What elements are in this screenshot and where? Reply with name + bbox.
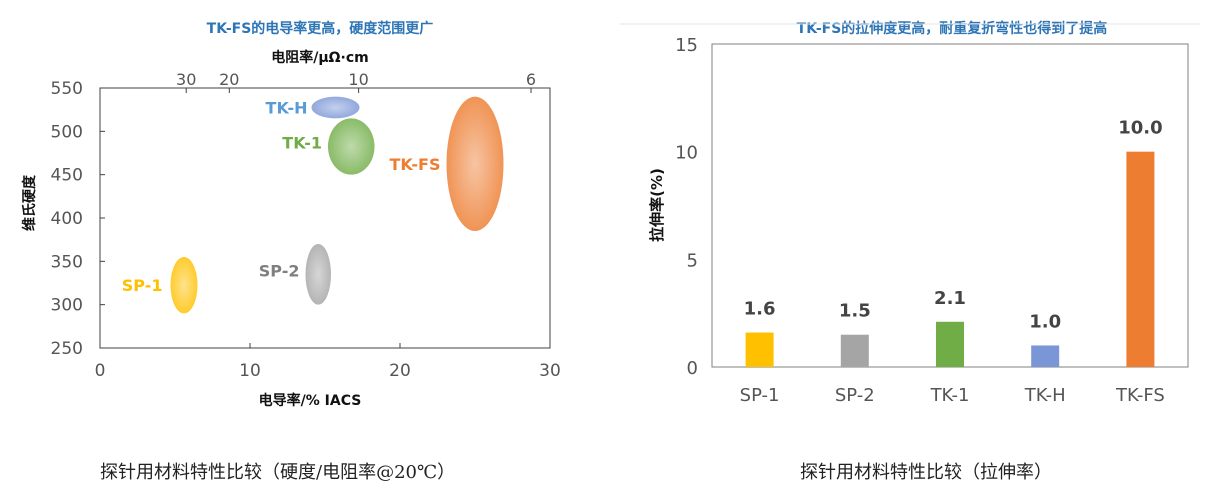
bar-sp-2: [840, 334, 869, 367]
right-plot-frame: [711, 43, 1189, 368]
y-tick-label: 400: [51, 209, 83, 229]
y-tick-label: 450: [51, 166, 83, 186]
y-tick-label: 10: [675, 143, 698, 164]
category-label-tk-1: TK-1: [930, 385, 970, 406]
bar-tk-1: [936, 321, 964, 367]
category-label-sp-1: SP-1: [740, 385, 780, 406]
left-chart-title: TK-FS的电导率更高，硬度范围更广: [207, 20, 434, 37]
y-tick-label: 15: [675, 35, 698, 56]
left-chart-x2-axis-label: 电阻率/μΩ·cm: [271, 49, 369, 66]
y-tick-label: 0: [687, 358, 698, 379]
data-label-tk-fs: 10.0: [1118, 118, 1162, 139]
x2-tick-label: 30: [176, 70, 196, 89]
series-label-tk-fs: TK-FS: [389, 155, 440, 174]
series-label-sp-1: SP-1: [122, 276, 163, 295]
left-chart-x-axis-label: 电导率/% IACS: [259, 392, 362, 409]
bar-sp-1: [745, 332, 774, 367]
y-tick-label: 5: [687, 250, 698, 271]
data-label-sp-2: 1.5: [839, 301, 871, 322]
y-tick-label: 500: [51, 122, 83, 142]
right-figure-caption: 探针用材料特性比较（拉伸率）: [800, 462, 1052, 483]
region-tk-fs: [446, 96, 504, 232]
bar-tk-fs: [1126, 151, 1155, 367]
y-tick-label: 550: [51, 79, 83, 99]
series-label-tk-h: TK-H: [266, 99, 308, 118]
region-tk-1: [328, 118, 375, 175]
right-chart-title: TK-FS的拉伸度更高，耐重复折弯性也得到了提高: [797, 20, 1108, 37]
x-tick-label: 30: [539, 361, 561, 381]
x-tick-label: 20: [389, 361, 411, 381]
category-label-tk-h: TK-H: [1024, 385, 1066, 406]
data-label-sp-1: 1.6: [744, 299, 776, 320]
series-label-tk-1: TK-1: [282, 134, 322, 153]
y-tick-label: 250: [51, 339, 83, 359]
x-tick-label: 0: [95, 361, 106, 381]
series-label-sp-2: SP-2: [259, 261, 300, 280]
data-label-tk-h: 1.0: [1029, 311, 1061, 332]
region-sp-1: [170, 257, 198, 314]
y-tick-label: 350: [51, 252, 83, 272]
x2-tick-label: 20: [219, 70, 239, 89]
x2-tick-label: 10: [348, 70, 368, 89]
y-tick-label: 300: [51, 296, 83, 316]
category-label-tk-fs: TK-FS: [1115, 385, 1165, 406]
left-figure-caption: 探针用材料特性比较（硬度/电阻率@20℃）: [100, 462, 456, 483]
bar-tk-h: [1031, 345, 1060, 367]
region-tk-h: [311, 96, 360, 119]
x2-tick-label: 6: [526, 70, 536, 89]
data-label-tk-1: 2.1: [934, 288, 966, 309]
left-chart-y-axis-label: 维氏硬度: [21, 174, 38, 231]
category-label-sp-2: SP-2: [835, 385, 875, 406]
x-tick-label: 10: [239, 361, 261, 381]
right-chart-y-axis-label: 拉伸率(%): [648, 168, 666, 242]
region-sp-2: [305, 244, 331, 305]
